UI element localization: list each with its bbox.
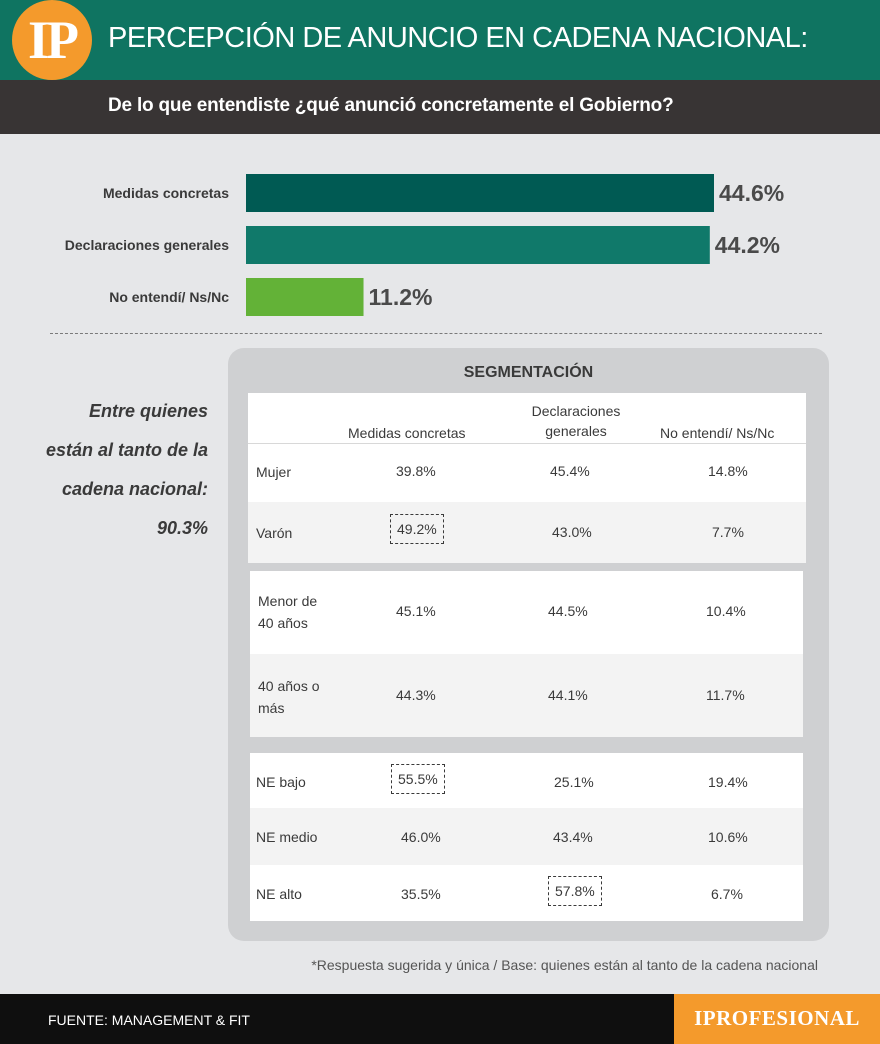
bar-category-label: No entendí/ Ns/Nc: [109, 289, 229, 305]
cell-value: 14.8%: [708, 463, 748, 479]
cell-value-highlighted: 57.8%: [548, 876, 602, 906]
dashed-divider: [50, 333, 822, 334]
cell-value: 19.4%: [708, 774, 748, 790]
bar: [246, 278, 364, 316]
bar: [246, 174, 714, 212]
cell-value: 10.4%: [706, 603, 746, 619]
column-header-declaraciones-text: Declaraciones generales: [531, 403, 621, 439]
survey-question: De lo que entendiste ¿qué anunció concre…: [108, 95, 674, 116]
bar-value-label: 11.2%: [369, 284, 433, 310]
brand-logo: IPROFESIONAL: [694, 1006, 860, 1030]
cell-value: 39.8%: [396, 463, 436, 479]
column-header-declaraciones: Declaraciones generales: [516, 401, 636, 441]
header-bar: [0, 0, 880, 80]
cell-value: 35.5%: [401, 886, 441, 902]
segmentation-title: SEGMENTACIÓN: [463, 364, 594, 381]
bar-chart: Medidas concretas 44.6% Declaraciones gene…: [65, 174, 784, 316]
main-title: PERCEPCIÓN DE ANUNCIO EN CADENA NACIONAL…: [108, 22, 808, 54]
table-row: NE medio 46.0% 43.4% 10.6%: [250, 808, 803, 865]
header-separator: [248, 443, 806, 444]
bar-value-label: 44.6%: [719, 180, 784, 206]
row-label: NE alto: [256, 886, 302, 902]
age-block: Menor de 40 años 45.1% 44.5% 10.4% 40 añ…: [250, 571, 803, 737]
cell-value: 44.1%: [548, 687, 588, 703]
cell-value: 44.5%: [548, 603, 588, 619]
table-row: NE alto 35.5% 57.8% 6.7%: [250, 865, 803, 921]
cell-value: 6.7%: [711, 886, 743, 902]
bar: [246, 226, 710, 264]
table-row: 40 años o más 44.3% 44.1% 11.7%: [250, 654, 803, 737]
bar-category-label: Declaraciones generales: [65, 237, 229, 253]
brand-box: [674, 994, 880, 1044]
footnote: *Respuesta sugerida y única / Base: quie…: [311, 957, 818, 973]
column-header-medidas: Medidas concretas: [348, 425, 466, 441]
cell-value-highlighted: 49.2%: [390, 514, 444, 544]
cell-value-highlighted: 55.5%: [391, 764, 445, 794]
cell-value: 11.7%: [706, 687, 745, 703]
cell-value: 25.1%: [554, 774, 594, 790]
row-label: NE medio: [256, 829, 318, 845]
gender-block: Medidas concretas Declaraciones generale…: [248, 393, 806, 563]
cell-value: 43.0%: [552, 524, 592, 540]
ip-logo: IP: [12, 0, 92, 80]
cell-value: 7.7%: [712, 524, 744, 540]
row-label: NE bajo: [256, 774, 306, 790]
table-row: Menor de 40 años 45.1% 44.5% 10.4%: [250, 571, 803, 654]
row-label: 40 años o más: [258, 678, 320, 716]
ne-block: NE bajo 55.5% 25.1% 19.4% NE medio 46.0%…: [250, 753, 803, 921]
table-row: NE bajo 55.5% 25.1% 19.4%: [250, 753, 803, 808]
cell-value: 45.1%: [396, 603, 436, 619]
row-label: Menor de 40 años: [258, 593, 318, 631]
aware-note: Entre quienes están al tanto de la caden…: [45, 401, 208, 538]
row-label: Mujer: [256, 464, 292, 480]
row-label: Varón: [256, 525, 293, 541]
bar-value-label: 44.2%: [715, 232, 780, 258]
table-row: Mujer 39.8% 45.4% 14.8%: [248, 444, 806, 502]
cell-value: 45.4%: [550, 463, 590, 479]
bar-category-label: Medidas concretas: [103, 185, 229, 201]
cell-value: 43.4%: [553, 829, 593, 845]
cell-value: 10.6%: [708, 829, 748, 845]
cell-value: 46.0%: [401, 829, 441, 845]
cell-value: 44.3%: [396, 687, 436, 703]
column-header-no-entendi: No entendí/ Ns/Nc: [660, 425, 775, 441]
question-bar: [0, 80, 880, 134]
table-row: Varón 49.2% 43.0% 7.7%: [248, 502, 806, 563]
source-label: FUENTE: MANAGEMENT & FIT: [48, 1012, 250, 1028]
